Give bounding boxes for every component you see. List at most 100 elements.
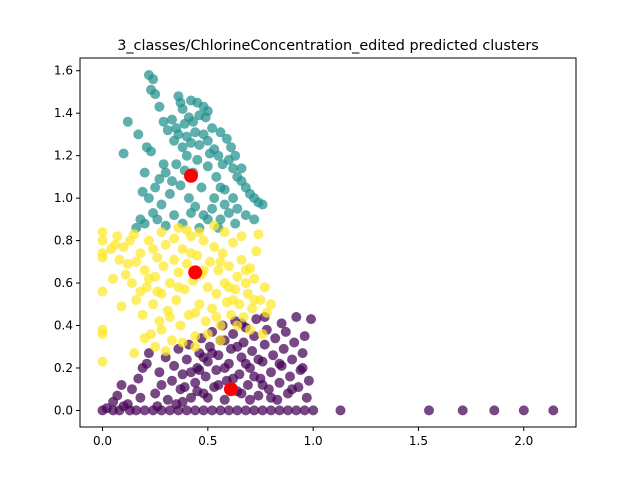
data-point-cluster-0 [240, 358, 251, 369]
data-point-cluster-2 [209, 220, 220, 231]
data-point-cluster-1 [228, 193, 239, 204]
data-point-cluster-1 [183, 193, 194, 204]
centroid-point [224, 382, 238, 397]
data-point-cluster-0 [270, 333, 281, 344]
data-point-cluster-2 [228, 237, 239, 248]
data-point-cluster-0 [108, 396, 119, 407]
data-point-cluster-2 [116, 301, 127, 312]
data-point-cluster-0 [219, 394, 230, 405]
data-point-cluster-1 [167, 114, 177, 125]
data-point-cluster-2 [211, 288, 222, 299]
data-point-cluster-0 [268, 350, 279, 361]
data-point-cluster-2 [232, 271, 243, 282]
data-point-cluster-2 [112, 231, 123, 242]
data-point-cluster-0 [245, 394, 255, 405]
data-point-cluster-2 [257, 329, 268, 339]
data-point-cluster-0 [253, 354, 264, 365]
y-tick-label: 1.2 [54, 149, 73, 163]
data-point-cluster-0 [289, 337, 300, 348]
data-point-cluster-0 [116, 380, 127, 390]
data-point-cluster-2 [169, 254, 180, 265]
data-point-cluster-1 [164, 188, 175, 199]
data-point-cluster-0 [186, 367, 196, 378]
data-point-cluster-2 [122, 258, 133, 269]
data-point-cluster-2 [118, 242, 129, 252]
data-point-cluster-2 [97, 286, 108, 297]
data-point-cluster-2 [236, 254, 247, 265]
data-point-cluster-1 [118, 148, 129, 159]
data-point-cluster-0 [200, 371, 211, 382]
data-point-cluster-0 [152, 401, 163, 412]
data-point-cluster-1 [177, 142, 188, 153]
data-point-cluster-1 [171, 159, 182, 170]
data-point-cluster-2 [202, 329, 213, 339]
data-point-cluster-2 [139, 265, 150, 276]
data-point-cluster-0 [278, 343, 289, 354]
data-point-cluster-0 [141, 358, 152, 369]
data-point-cluster-1 [156, 199, 167, 210]
data-point-cluster-0 [198, 352, 209, 363]
data-point-cluster-0 [131, 405, 142, 416]
data-point-cluster-2 [124, 235, 135, 246]
data-point-cluster-1 [219, 199, 230, 210]
points-layer [97, 70, 559, 416]
data-point-cluster-0 [266, 405, 276, 416]
data-point-cluster-1 [192, 154, 203, 165]
data-point-cluster-2 [148, 299, 159, 310]
data-point-cluster-2 [175, 320, 186, 331]
data-point-cluster-0 [242, 380, 253, 390]
data-point-cluster-2 [217, 248, 228, 259]
data-point-cluster-1 [202, 214, 213, 225]
data-point-cluster-0 [181, 354, 192, 365]
data-point-cluster-1 [196, 182, 207, 193]
data-point-cluster-2 [97, 235, 108, 246]
data-point-cluster-1 [228, 163, 239, 174]
data-point-cluster-2 [204, 256, 215, 267]
data-point-cluster-2 [177, 337, 188, 348]
data-point-cluster-1 [211, 171, 222, 182]
data-point-cluster-0 [162, 394, 173, 405]
data-point-cluster-2 [232, 320, 243, 331]
data-point-cluster-2 [223, 261, 234, 272]
data-point-cluster-1 [188, 116, 199, 127]
data-point-cluster-0 [257, 380, 268, 390]
data-point-cluster-2 [106, 244, 116, 255]
data-point-cluster-2 [167, 335, 177, 346]
data-point-cluster-0 [247, 346, 258, 356]
data-point-cluster-0 [489, 405, 500, 416]
data-point-cluster-2 [114, 254, 125, 265]
data-point-cluster-2 [202, 282, 213, 293]
data-point-cluster-1 [207, 123, 218, 134]
data-point-cluster-0 [457, 405, 468, 416]
data-point-cluster-0 [190, 405, 201, 416]
data-point-cluster-1 [230, 218, 241, 229]
data-point-cluster-0 [181, 405, 192, 416]
data-point-cluster-1 [177, 104, 188, 114]
data-point-cluster-2 [198, 235, 209, 246]
data-point-cluster-1 [152, 214, 163, 225]
chart-title: 3_classes/ChlorineConcentration_edited p… [117, 38, 539, 54]
data-point-cluster-1 [249, 214, 260, 225]
data-point-cluster-1 [202, 161, 213, 172]
data-point-cluster-0 [167, 375, 177, 386]
data-point-cluster-2 [148, 244, 159, 255]
data-point-cluster-2 [156, 227, 167, 238]
data-point-cluster-1 [139, 218, 150, 229]
data-point-cluster-0 [303, 375, 314, 386]
data-point-cluster-1 [215, 182, 226, 193]
data-point-cluster-2 [158, 261, 169, 272]
data-point-cluster-2 [215, 335, 226, 346]
data-point-cluster-0 [202, 392, 213, 403]
x-axis: 0.0 0.5 1.0 1.5 2.0 [93, 427, 533, 448]
data-point-cluster-0 [249, 405, 260, 416]
data-point-cluster-1 [186, 137, 196, 148]
data-point-cluster-0 [259, 339, 270, 350]
data-point-cluster-2 [131, 295, 142, 305]
data-point-cluster-0 [291, 405, 302, 416]
data-point-cluster-1 [226, 142, 236, 153]
data-point-cluster-0 [164, 405, 175, 416]
data-point-cluster-1 [167, 176, 177, 187]
data-point-cluster-2 [177, 244, 188, 255]
data-point-cluster-2 [247, 303, 258, 314]
